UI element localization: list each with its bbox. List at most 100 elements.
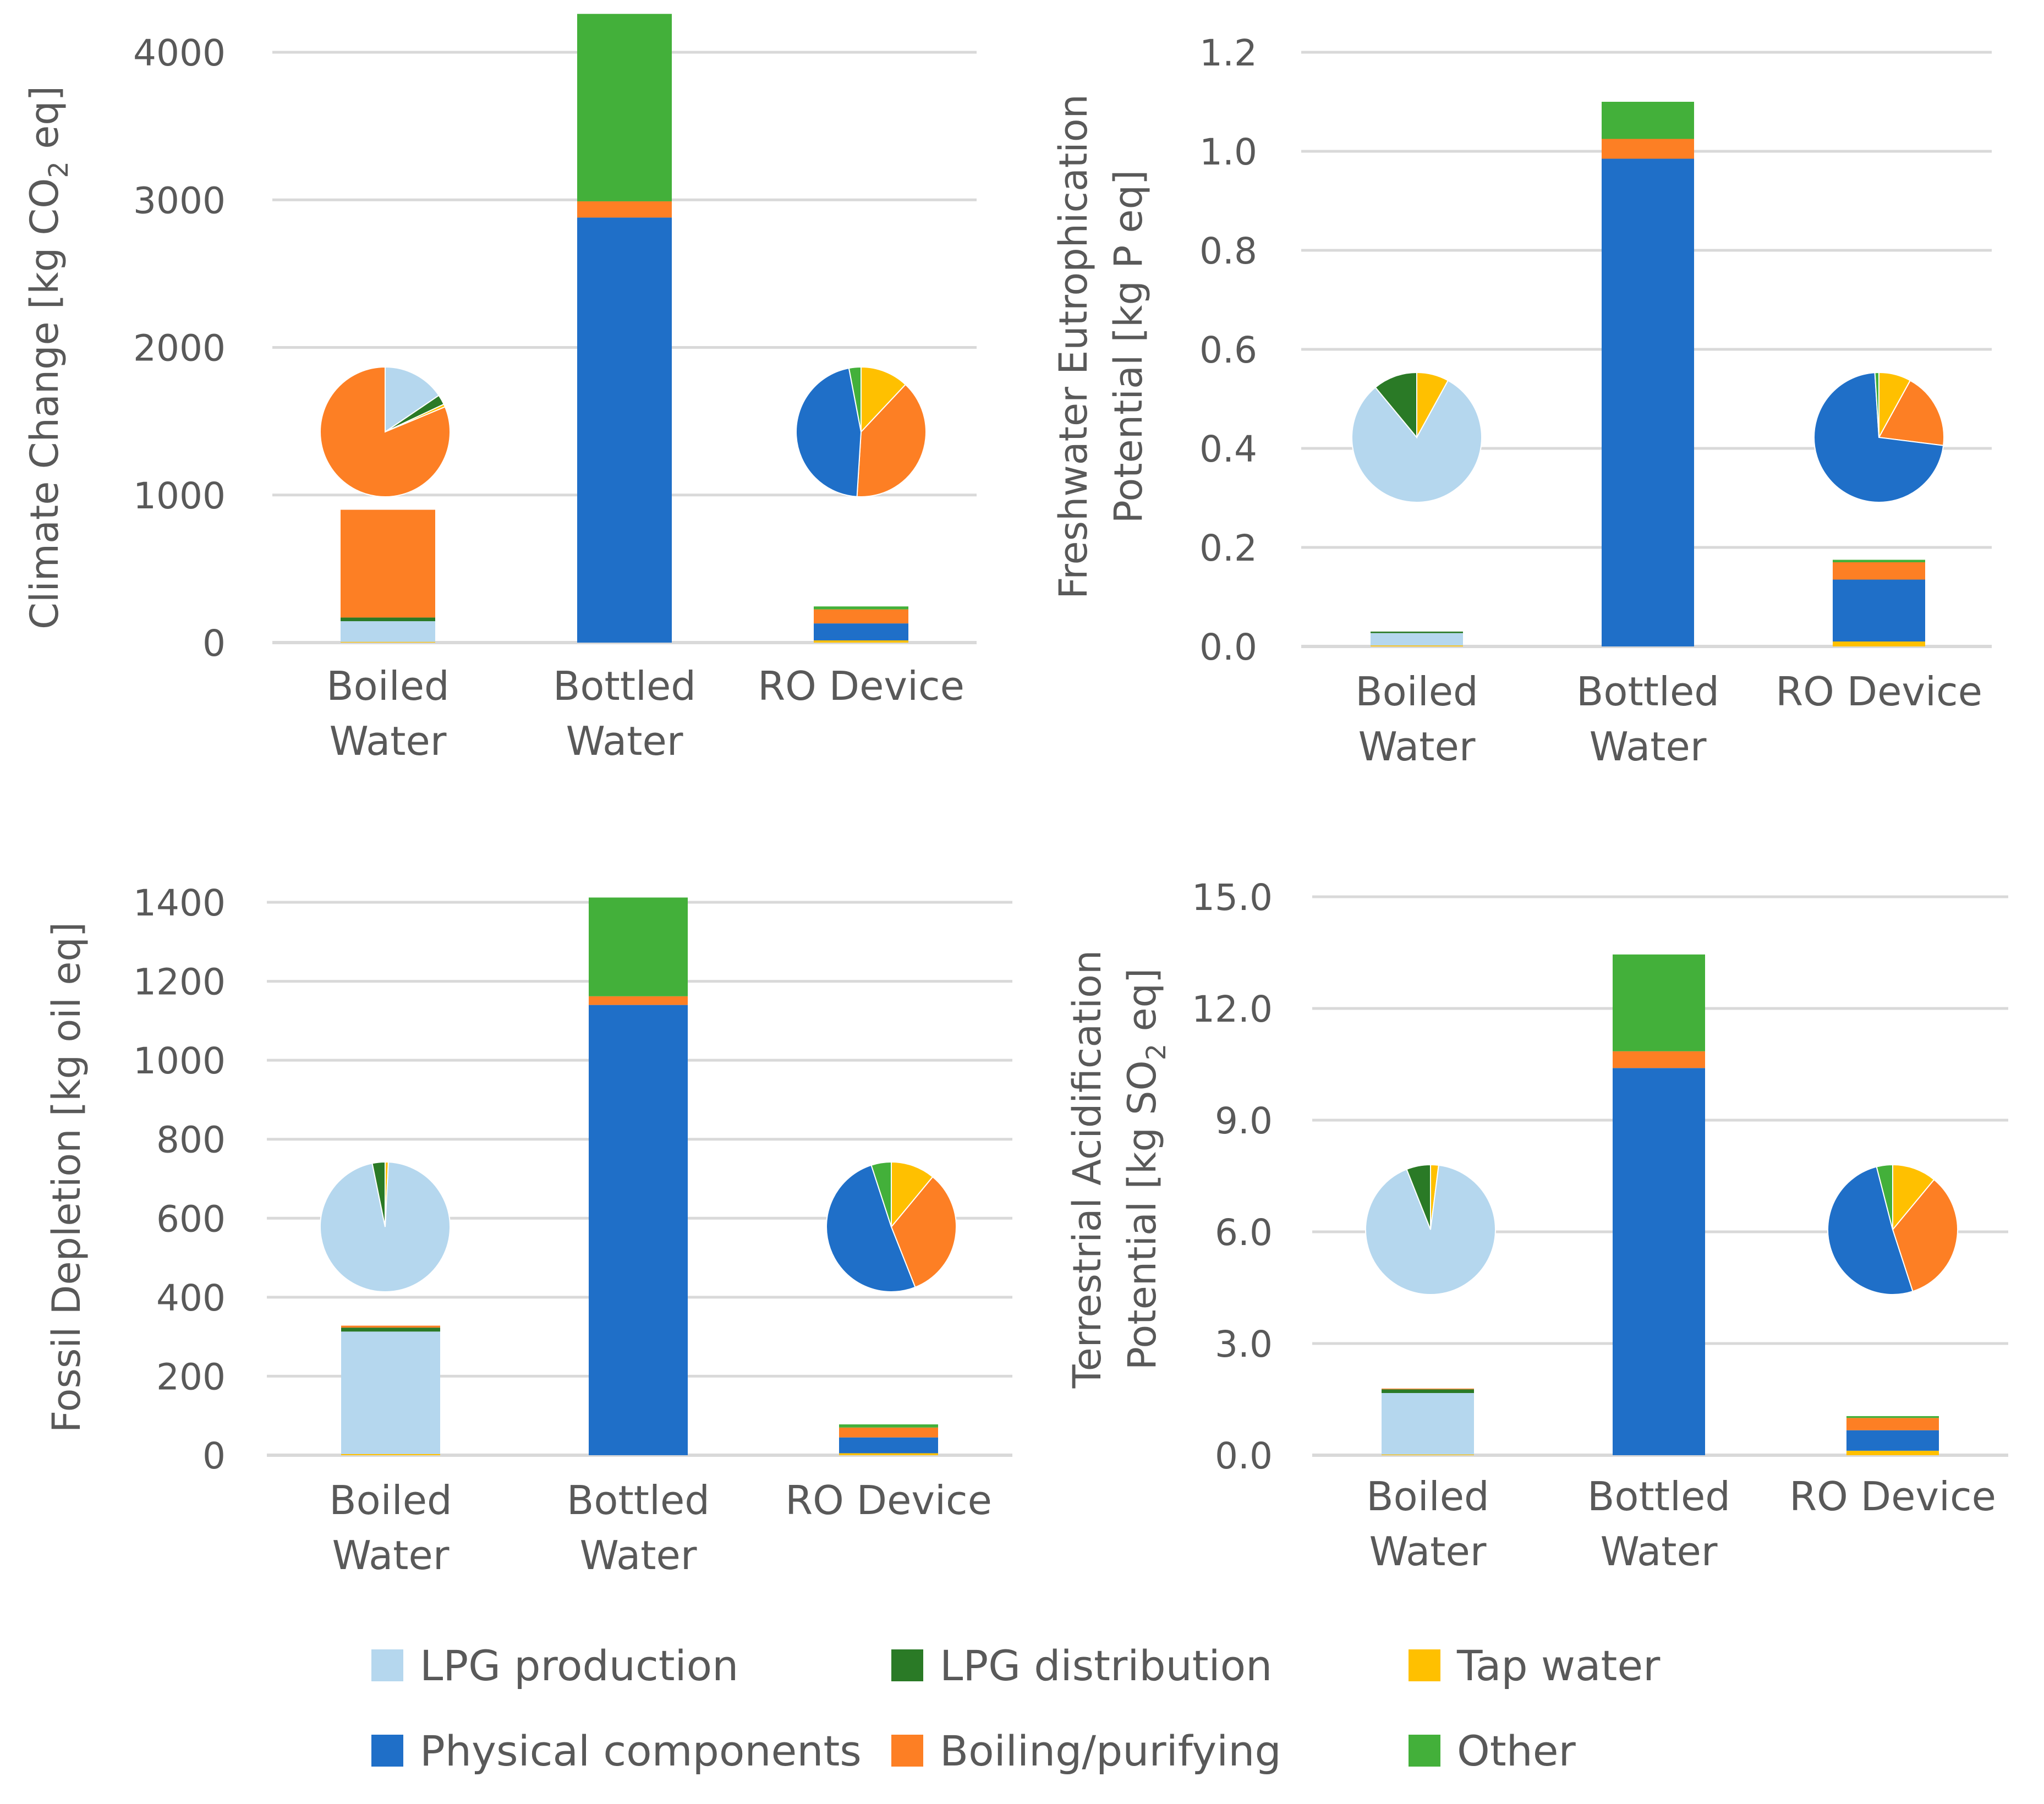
panel-freshwater-eutrophication: 0.0 0.2 0.4 0.6 0.8 1.0 1.2 Boiled Water Bottled W… xyxy=(1051,32,1992,770)
bar-segment-bottled-water-other xyxy=(577,14,672,201)
x-category-label: Bottled Water xyxy=(567,1477,710,1578)
bar-segment-bottled-water-boiling-purifying xyxy=(1602,139,1694,159)
bar-segment-ro-device-boiling-purifying xyxy=(839,1427,938,1438)
y-tick-label: 3000 xyxy=(133,179,226,222)
y-tick-label: 1200 xyxy=(133,961,226,1004)
y-tick-label: 0 xyxy=(202,622,226,665)
legend-label-physical-components: Physical components xyxy=(420,1726,862,1775)
pie-slice-other xyxy=(1874,371,1879,438)
y-tick-label: 0.6 xyxy=(1199,329,1257,371)
panel-climate-change: 0 1000 2000 3000 4000 Boiled Water Bottled Water… xyxy=(22,14,977,764)
y-axis-label: Climate Change [kg CO2 eq] xyxy=(22,86,74,629)
legend-label-tap-water: Tap water xyxy=(1456,1641,1661,1690)
pie-slice-boiling-purifying xyxy=(890,1176,957,1288)
y-tick-label: 0 xyxy=(202,1435,226,1477)
pie-slice-other xyxy=(1876,1164,1893,1230)
pie-slice-lpg-distribution xyxy=(1406,1164,1431,1230)
legend-swatch-other xyxy=(1409,1735,1440,1767)
pie-slice-lpg-production xyxy=(385,366,440,433)
bar-segment-boiled-water-lpg-distribution xyxy=(1371,632,1463,633)
pie-slice-lpg-production xyxy=(1365,1164,1497,1295)
y-axis-label: Fossil Depletion [kg oil eq] xyxy=(44,922,89,1433)
bar-segment-boiled-water-lpg-distribution xyxy=(1382,1389,1474,1393)
y-tick-label: 3.0 xyxy=(1215,1323,1273,1366)
panel-terrestrial-acidification: 0.0 3.0 6.0 9.0 12.0 15.0 Boiled Water Bottled Wa… xyxy=(1065,876,2008,1575)
pie-slice-lpg-distribution xyxy=(1374,371,1417,439)
bar-segment-bottled-water-physical-components xyxy=(1613,1068,1705,1455)
pie-slice-tap-water xyxy=(861,366,907,434)
bar-segment-ro-device-other xyxy=(1846,1416,1939,1418)
y-tick-label: 600 xyxy=(156,1198,226,1240)
y-tick-label: 6.0 xyxy=(1215,1211,1273,1254)
bar-segment-boiled-water-lpg-production xyxy=(341,621,435,642)
bar-segment-bottled-water-physical-components xyxy=(589,1005,688,1455)
bar-segment-boiled-water-tap-water xyxy=(1371,645,1463,646)
bar-segment-ro-device-other xyxy=(839,1424,938,1428)
bar-segment-bottled-water-physical-components xyxy=(577,217,672,643)
pie-slice-other xyxy=(848,366,862,432)
bar-segment-bottled-water-other xyxy=(1613,954,1705,1051)
legend-label-other: Other xyxy=(1457,1726,1576,1775)
bar-segment-boiled-water-boiling-purifying xyxy=(341,509,435,618)
y-tick-label: 800 xyxy=(156,1119,226,1161)
pie-ro-device xyxy=(1827,1164,1958,1296)
pie-boiled-water xyxy=(1351,371,1482,503)
y-tick-label: 0.4 xyxy=(1199,428,1257,470)
bar-segment-ro-device-tap-water xyxy=(839,1453,938,1455)
bar-segment-ro-device-boiling-purifying xyxy=(1833,562,1925,580)
x-category-label: RO Device xyxy=(1776,668,1982,715)
bar-segment-bottled-water-boiling-purifying xyxy=(1613,1051,1705,1068)
y-tick-label: 0.0 xyxy=(1215,1435,1273,1477)
y-tick-label: 12.0 xyxy=(1192,988,1273,1030)
legend-label-lpg-distribution: LPG distribution xyxy=(940,1641,1272,1690)
pie-ro-device xyxy=(796,366,927,497)
y-tick-label: 1.0 xyxy=(1199,131,1257,173)
bar-segment-boiled-water-tap-water xyxy=(341,641,435,643)
pie-slice-physical-components xyxy=(825,1164,916,1293)
pie-slice-boiling-purifying xyxy=(856,383,927,497)
bar-segment-boiled-water-lpg-production xyxy=(1371,633,1463,646)
y-tick-label: 1000 xyxy=(133,475,226,517)
bar-segment-boiled-water-lpg-distribution xyxy=(341,1328,440,1332)
bar-segment-ro-device-other xyxy=(1833,560,1925,562)
pie-slice-tap-water xyxy=(1892,1164,1935,1231)
pie-slice-physical-components xyxy=(1813,372,1944,503)
pie-slice-lpg-production xyxy=(1351,380,1482,503)
legend-swatch-boiling-purifying xyxy=(891,1735,923,1767)
bar-segment-ro-device-physical-components xyxy=(839,1437,938,1454)
bar-segment-boiled-water-lpg-production xyxy=(1382,1392,1474,1455)
x-category-label: Boiled Water xyxy=(1366,1473,1489,1575)
bar-segment-boiled-water-boiling-purifying xyxy=(341,1325,440,1328)
pie-boiled-water xyxy=(320,366,451,497)
pie-ro-device xyxy=(825,1161,957,1293)
bar-segment-boiled-water-lpg-production xyxy=(341,1331,440,1454)
x-category-label: Bottled Water xyxy=(553,663,696,764)
bar-segment-ro-device-boiling-purifying xyxy=(814,609,908,624)
bar-segment-boiled-water-lpg-distribution xyxy=(341,617,435,622)
bar-segment-ro-device-tap-water xyxy=(1846,1450,1939,1455)
y-tick-label: 1.2 xyxy=(1199,32,1257,74)
bar-segment-bottled-water-other xyxy=(1602,102,1694,139)
bar-segment-ro-device-physical-components xyxy=(1846,1430,1939,1451)
pie-ro-device xyxy=(1813,371,1944,503)
panel-fossil-depletion: 0 200 400 600 800 1000 1200 1400 Boiled Water Bott… xyxy=(44,882,1012,1578)
pie-boiled-water xyxy=(320,1161,451,1292)
y-tick-label: 2000 xyxy=(133,327,226,370)
y-axis-label: Freshwater Eutrophication Potential [kg P… xyxy=(1051,94,1151,599)
x-category-label: Bottled Water xyxy=(1587,1473,1730,1575)
x-category-label: Boiled Water xyxy=(326,663,449,764)
bar-segment-ro-device-physical-components xyxy=(814,623,908,640)
legend-label-boiling-purifying: Boiling/purifying xyxy=(940,1726,1281,1775)
pie-slice-boiling-purifying xyxy=(1878,380,1944,446)
bar-segment-boiled-water-tap-water xyxy=(341,1454,440,1455)
x-category-label: RO Device xyxy=(758,663,965,709)
pie-slice-physical-components xyxy=(796,367,862,497)
pie-slice-lpg-distribution xyxy=(371,1161,386,1227)
y-tick-label: 400 xyxy=(156,1277,226,1319)
legend-swatch-lpg-production xyxy=(371,1649,403,1681)
x-category-label: RO Device xyxy=(785,1477,992,1523)
legend: LPG production LPG distribution Tap water P… xyxy=(371,1641,1661,1775)
y-tick-label: 4000 xyxy=(133,32,226,74)
pie-slice-tap-water xyxy=(891,1161,934,1229)
